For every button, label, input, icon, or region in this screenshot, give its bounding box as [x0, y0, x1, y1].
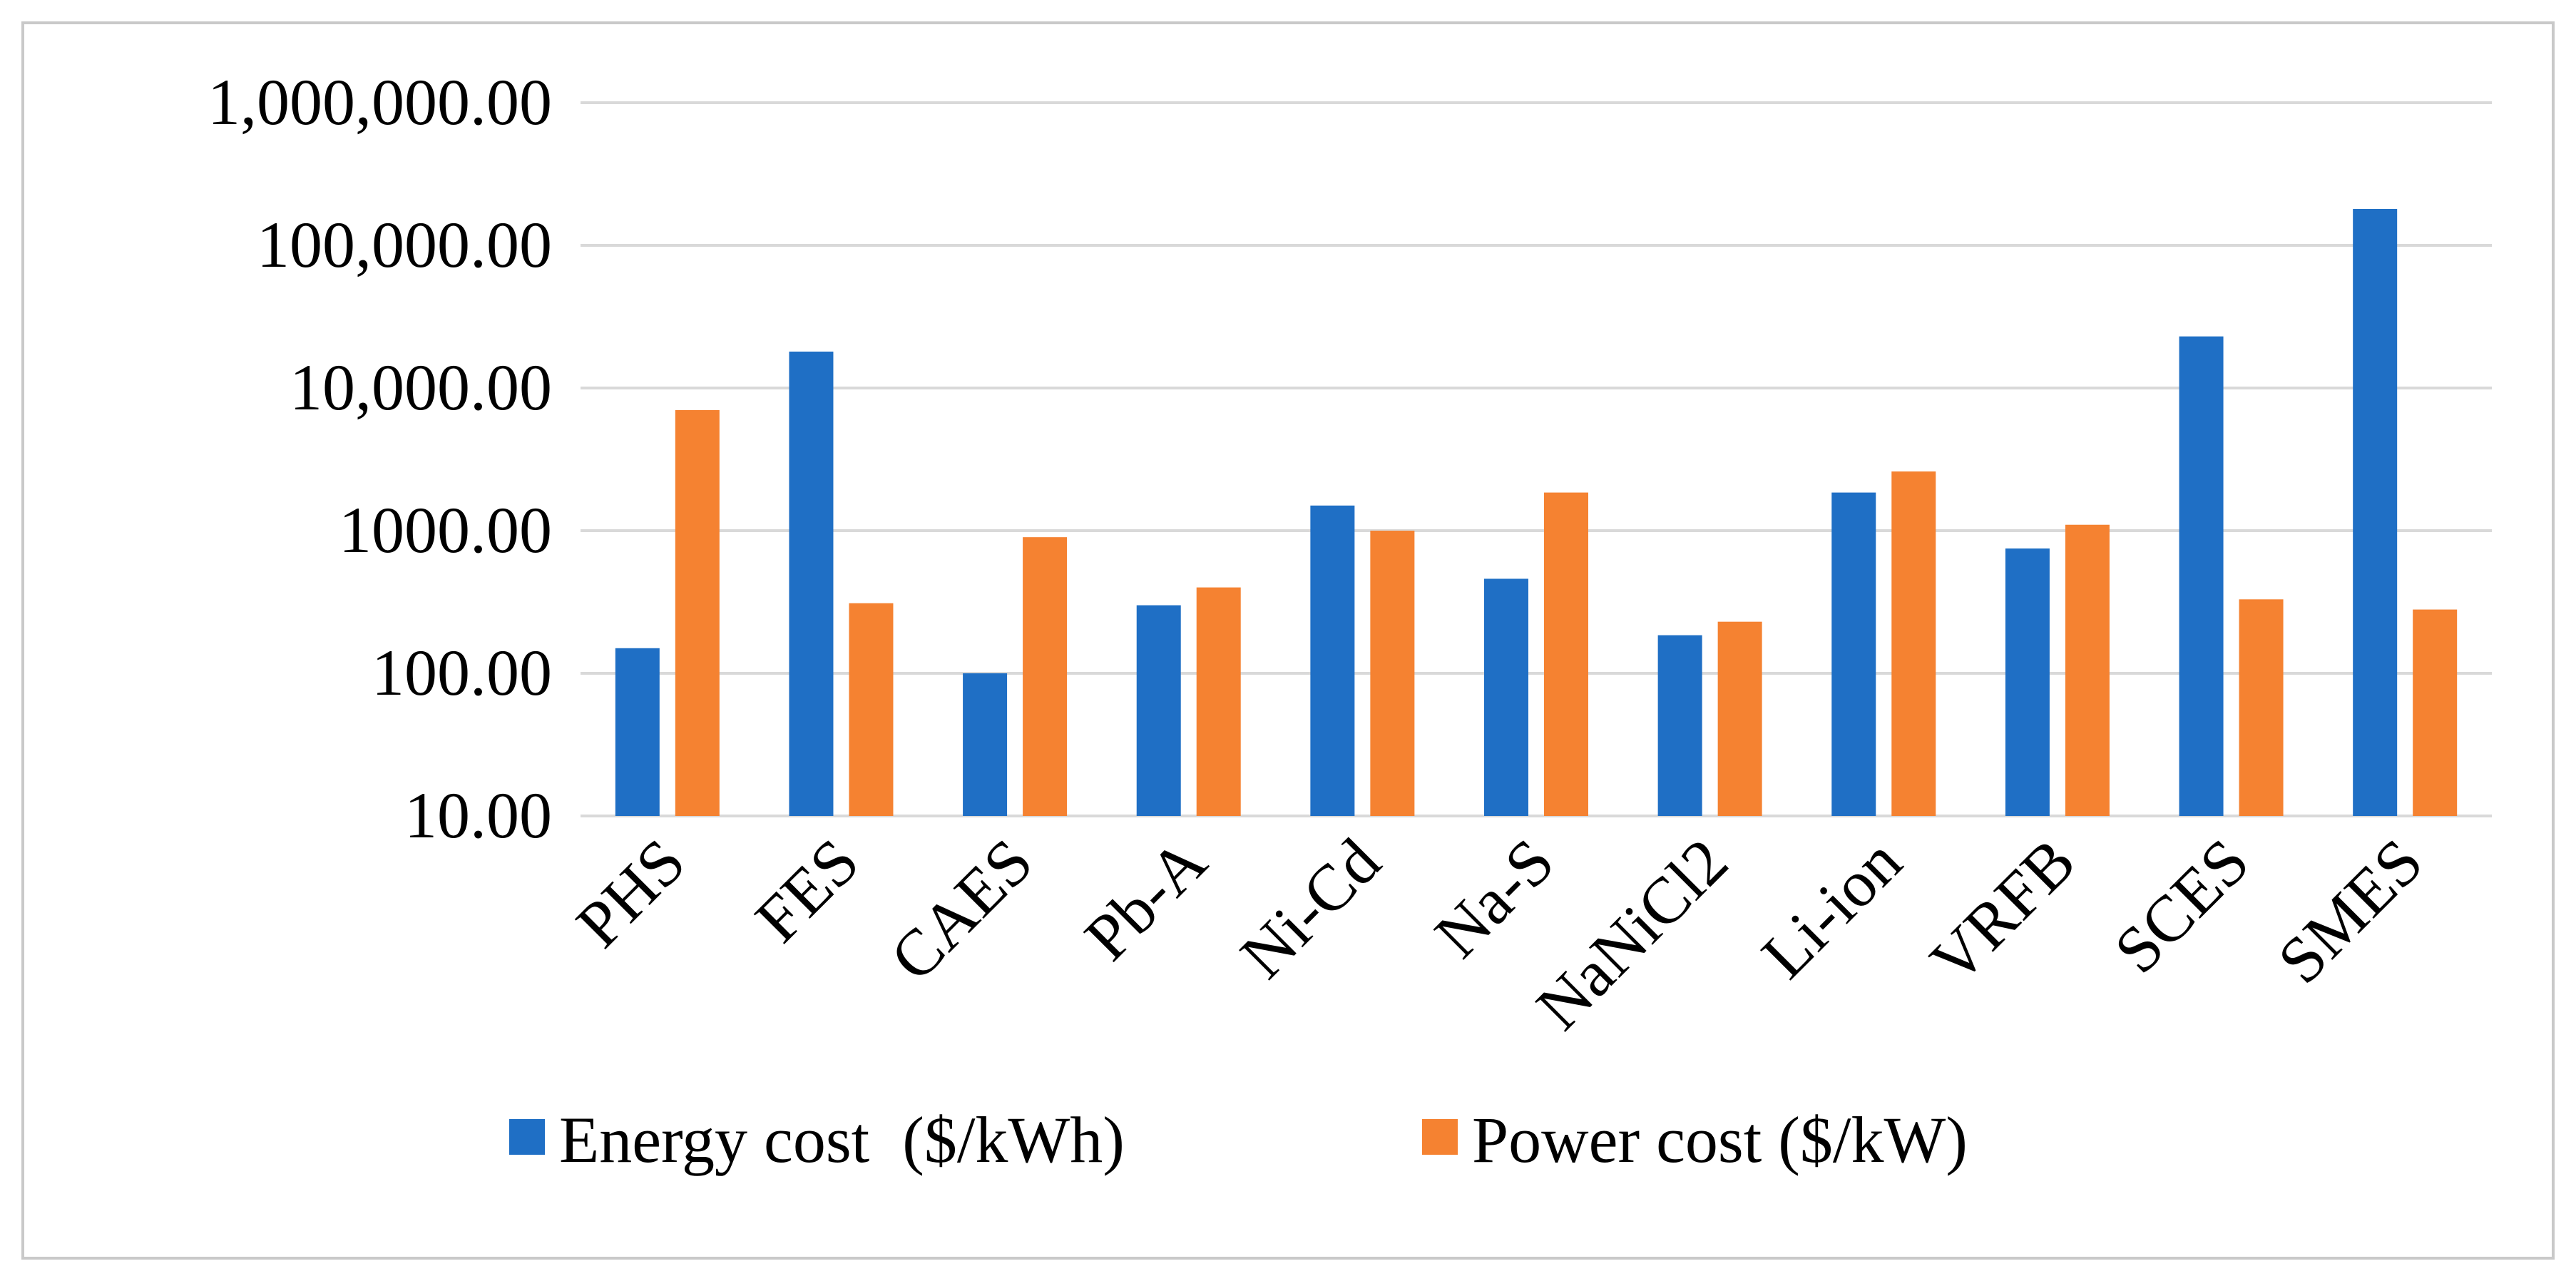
bar-power-pb-a — [1196, 587, 1241, 816]
bar-energy-fes — [789, 351, 834, 816]
bar-energy-smes — [2353, 208, 2398, 816]
bar-power-fes — [849, 603, 894, 816]
legend-swatch-energy — [509, 1119, 545, 1155]
bar-energy-na-s — [1484, 578, 1528, 816]
bar-power-nanicl2 — [1717, 621, 1762, 816]
bar-power-li-ion — [1891, 471, 1936, 816]
legend-swatch-power — [1422, 1119, 1458, 1155]
y-axis: 10.00 100.00 1000.00 10,000.00 100,000.00 1,0… — [208, 66, 552, 852]
y-tick-label: 10,000.00 — [290, 351, 552, 424]
bar-energy-caes — [963, 673, 1008, 816]
bar-chart: 10.00 100.00 1000.00 10,000.00 100,000.00 1,0… — [208, 66, 2492, 1176]
bar-energy-li-ion — [1831, 492, 1876, 816]
x-tick-label: NaNiCl2 — [1523, 825, 1742, 1043]
bar-energy-sces — [2179, 336, 2224, 816]
y-tick-label: 10.00 — [404, 779, 552, 852]
bar-power-sces — [2239, 599, 2284, 816]
chart-frame: 10.00 100.00 1000.00 10,000.00 100,000.00 1,0… — [21, 21, 2555, 1260]
x-tick-label: Pb-A — [1070, 825, 1220, 974]
legend-label-power: Power cost ($/kW) — [1472, 1103, 1968, 1176]
y-tick-label: 1000.00 — [339, 494, 552, 566]
bar-power-caes — [1023, 537, 1068, 816]
bar-power-smes — [2413, 609, 2458, 816]
bar-power-ni-cd — [1370, 531, 1415, 816]
x-tick-label: PHS — [562, 825, 698, 961]
bar-energy-pb-a — [1136, 605, 1181, 816]
y-tick-label: 100,000.00 — [257, 208, 552, 281]
y-tick-label: 1,000,000.00 — [208, 66, 552, 138]
x-tick-label: CAES — [876, 825, 1046, 994]
legend-label-energy: Energy cost ($/kWh) — [559, 1103, 1125, 1176]
x-tick-label: SCES — [2100, 825, 2263, 987]
x-tick-label: Na-S — [1421, 825, 1568, 971]
bar-energy-ni-cd — [1310, 505, 1355, 816]
bar-power-vrfb — [2065, 524, 2110, 816]
y-tick-label: 100.00 — [372, 636, 552, 709]
legend: Energy cost ($/kWh) Power cost ($/kW) — [509, 1103, 1968, 1176]
bars — [615, 208, 2458, 816]
x-tick-label: Ni-Cd — [1227, 825, 1394, 992]
bar-power-phs — [675, 409, 720, 816]
bar-energy-vrfb — [2005, 548, 2050, 816]
bar-energy-phs — [615, 648, 660, 816]
x-tick-label: VRFB — [1916, 825, 2089, 997]
bar-power-na-s — [1544, 492, 1588, 816]
bar-energy-nanicl2 — [1657, 635, 1702, 816]
x-tick-label: SMES — [2264, 825, 2436, 997]
x-tick-label: FES — [741, 825, 872, 956]
x-tick-label: Li-ion — [1748, 825, 1916, 992]
gridlines — [581, 101, 2492, 817]
